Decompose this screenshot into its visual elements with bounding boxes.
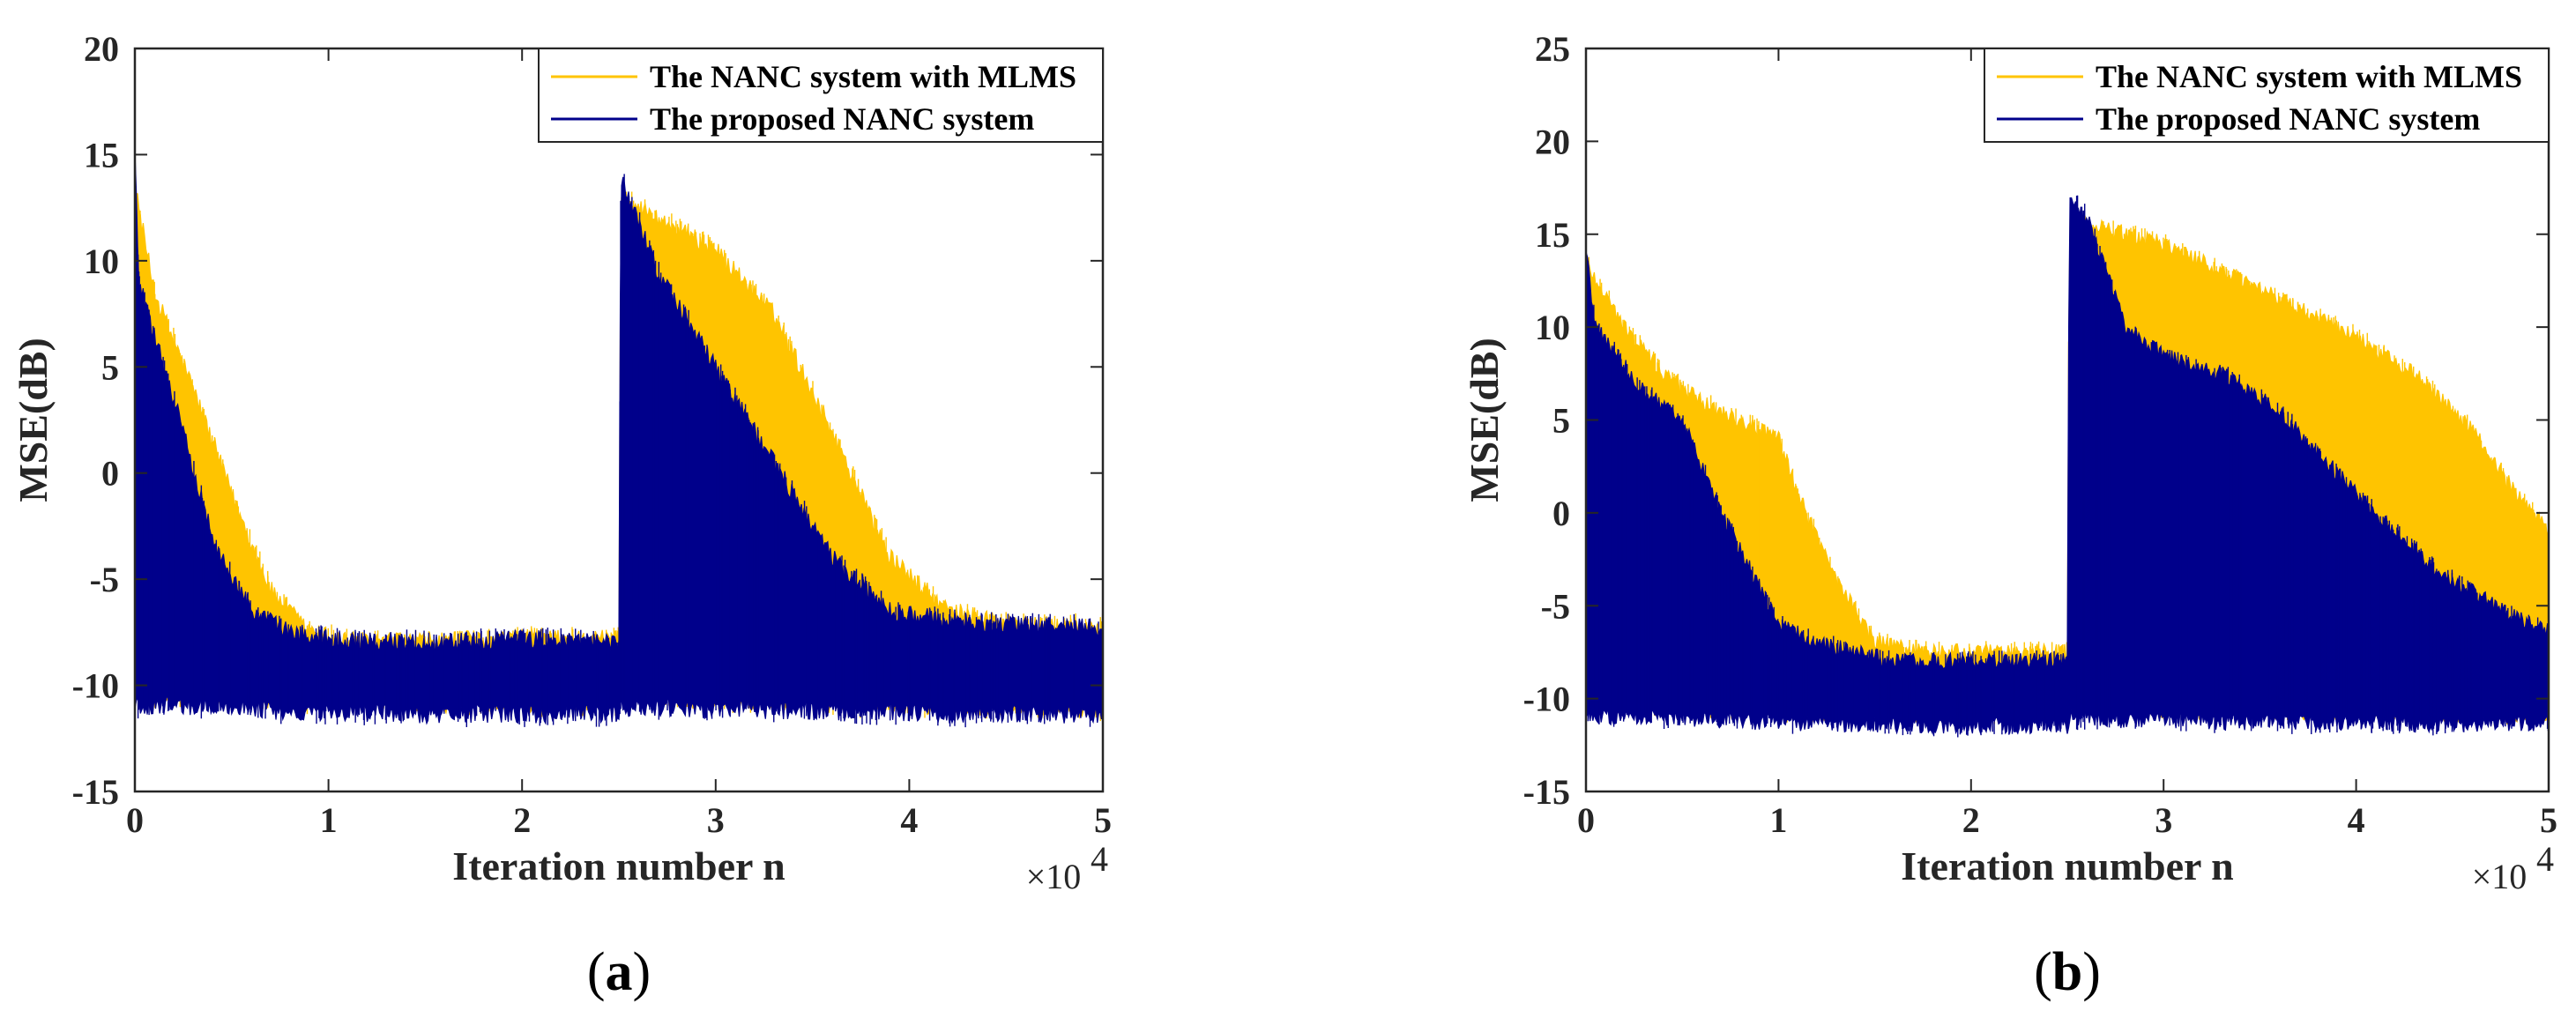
caption-close-paren: ) xyxy=(633,942,651,1002)
legend-entry-proposed: The proposed NANC system xyxy=(650,101,1034,137)
x-tick-label: 3 xyxy=(707,800,725,840)
legend-box xyxy=(538,48,1104,143)
y-axis-label: MSE(dB) xyxy=(11,338,56,502)
series-proposed xyxy=(1585,195,2550,738)
y-tick-label: 20 xyxy=(84,29,119,69)
series-proposed xyxy=(134,151,1104,728)
legend: The NANC system with MLMS The proposed NA… xyxy=(1984,48,2550,143)
legend: The NANC system with MLMS The proposed NA… xyxy=(538,48,1104,143)
y-tick-label: 0 xyxy=(101,454,119,494)
y-tick-label: 10 xyxy=(84,241,119,281)
y-tick-label: -10 xyxy=(72,666,119,706)
caption-open-paren: ( xyxy=(587,942,606,1002)
y-tick-label: 5 xyxy=(101,347,119,387)
x-multiplier-exponent: 4 xyxy=(2536,839,2554,879)
y-axis-label: MSE(dB) xyxy=(1462,338,1507,502)
x-axis-label: Iteration number n xyxy=(452,843,785,888)
x-tick-label: 4 xyxy=(900,800,918,840)
x-tick-label: 2 xyxy=(513,800,531,840)
legend-entry-mlms: The NANC system with MLMS xyxy=(2096,59,2522,94)
x-axis-label: Iteration number n xyxy=(1901,843,2233,888)
y-tick-label: 20 xyxy=(1535,122,1570,161)
y-tick-label: -10 xyxy=(1523,680,1570,719)
x-tick-label: 1 xyxy=(1769,800,1787,840)
y-tick-label: 10 xyxy=(1535,308,1570,347)
y-tick-label: -5 xyxy=(90,560,119,599)
x-tick-label: 1 xyxy=(320,800,338,840)
y-tick-label: -15 xyxy=(1523,772,1570,812)
y-tick-label: 0 xyxy=(1552,494,1570,533)
chart-panel-a: 20 15 10 5 0 -5 -10 -15 0 1 2 3 4 5 ×10 4 Iteration numb… xyxy=(11,29,1112,1002)
y-tick-label: -15 xyxy=(72,772,119,812)
panel-caption: (b) xyxy=(2034,942,2101,1002)
x-multiplier-exponent: 4 xyxy=(1091,839,1108,879)
panel-caption: (a) xyxy=(587,942,651,1002)
x-tick-label: 0 xyxy=(1577,800,1595,840)
y-tick-label: 15 xyxy=(84,135,119,175)
x-tick-label: 3 xyxy=(2155,800,2172,840)
chart-panel-b: 25 20 15 10 5 0 -5 -10 -15 0 1 2 3 4 5 ×10 4 Iteration nu… xyxy=(1288,0,2576,1018)
x-tick-label: 2 xyxy=(1962,800,1980,840)
caption-close-paren: ) xyxy=(2082,942,2101,1002)
x-multiplier-label: ×10 xyxy=(1026,857,1082,896)
x-tick-label: 5 xyxy=(2540,800,2557,840)
x-tick-label: 0 xyxy=(126,800,144,840)
x-multiplier-label: ×10 xyxy=(2472,857,2528,896)
legend-entry-proposed: The proposed NANC system xyxy=(2096,101,2480,137)
y-tick-label: 5 xyxy=(1552,401,1570,441)
y-tick-label: 25 xyxy=(1535,29,1570,69)
caption-open-paren: ( xyxy=(2034,942,2052,1002)
x-tick-label: 4 xyxy=(2348,800,2365,840)
caption-letter: b xyxy=(2052,942,2082,1002)
caption-letter: a xyxy=(606,942,633,1002)
y-tick-label: 15 xyxy=(1535,215,1570,255)
y-tick-label: -5 xyxy=(1541,586,1570,626)
x-tick-label: 5 xyxy=(1094,800,1112,840)
legend-entry-mlms: The NANC system with MLMS xyxy=(650,59,1076,94)
legend-box xyxy=(1984,48,2550,143)
